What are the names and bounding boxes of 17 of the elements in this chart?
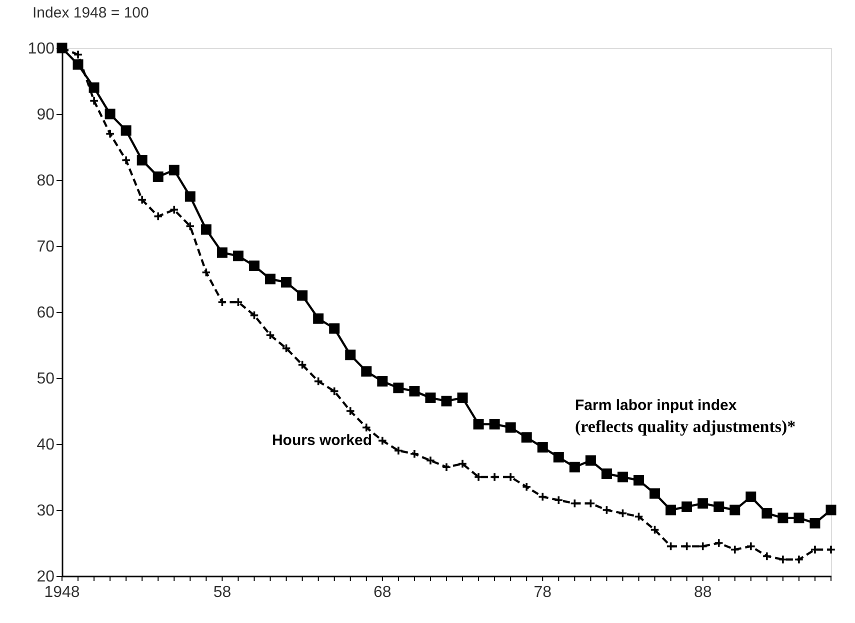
y-tick-label: 70 [36,238,55,256]
x-tick-label: 88 [694,584,712,601]
y-tick-label: 60 [36,304,55,322]
y-tick-label: 100 [28,40,55,58]
series-label: Farm labor input index (reflects quality adjustments)* [575,397,796,436]
y-axis-title: Index 1948 = 100 [32,4,149,22]
y-tick-label: 50 [36,370,55,388]
y-tick-label: 80 [36,172,55,190]
x-tick-label: 78 [534,584,552,601]
series-label: Hours worked [272,432,372,449]
x-tick-label: 1948 [44,584,80,601]
y-tick-label: 90 [36,106,55,124]
x-tick-label: 58 [213,584,232,601]
y-tick-label: 40 [36,436,55,454]
y-tick-label: 20 [36,568,55,586]
y-tick-label: 30 [36,502,55,520]
x-tick-label: 68 [374,584,392,601]
